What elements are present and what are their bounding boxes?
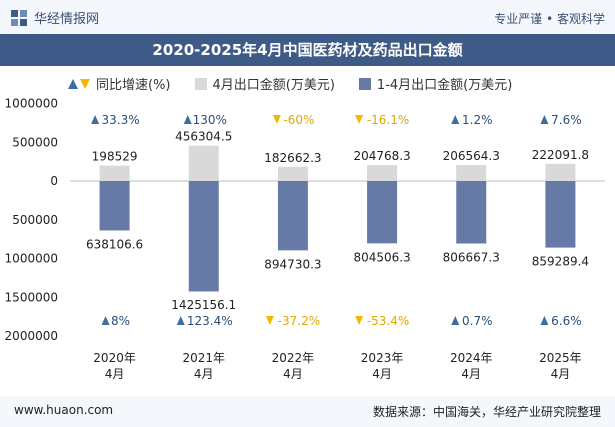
bar-monthly [99,165,130,181]
x-tick-label: 4月 [105,367,125,381]
legend-item-growth: 同比增速(%) [68,74,171,93]
logo-icon [10,9,28,27]
x-tick-label: 2021年 [182,351,225,365]
brand-name: 华经情报网 [34,12,100,27]
footer-source: 数据来源：中国海关，华经产业研究院整理 [372,405,601,419]
tagline: 专业严谨 • 客观科学 [494,12,605,26]
bar-cumulative [456,181,487,244]
growth-label-monthly: 1.2% [462,113,493,127]
y-tick-label: 500000 [12,213,58,227]
arrow-up-icon [91,115,100,124]
value-label-cumulative: 859289.4 [532,255,589,269]
growth-label-cumulative: 0.7% [462,314,493,328]
brand[interactable]: 华经情报网 [10,8,99,27]
arrow-up-icon [451,316,460,325]
legend-label-cumulative: 1-4月出口金额(万美元) [376,78,513,93]
bar-cumulative [188,181,219,292]
legend-swatch-cumulative [358,77,371,90]
x-tick-label: 2023年 [361,351,404,365]
growth-label-cumulative: 123.4% [187,314,233,328]
y-tick-label: 2000000 [5,329,58,343]
x-tick-label: 2022年 [272,351,315,365]
value-label-cumulative: 806667.3 [443,251,500,265]
bar-cumulative [99,181,130,231]
growth-label-monthly: -60% [283,113,314,127]
bar-chart: 1000000 500000 0 500000 1000000 1500000 200000… [5,97,605,381]
arrow-up-icon [451,115,460,124]
value-label-monthly: 206564.3 [443,149,500,163]
arrow-down-icon [355,115,364,124]
value-label-cumulative: 804506.3 [353,250,410,264]
footer: www.huaon.com 数据来源：中国海关，华经产业研究院整理 [0,396,615,427]
x-tick-label: 2025年 [539,351,582,365]
arrow-up-icon [101,316,110,325]
arrow-down-icon [265,316,274,325]
x-tick-label: 4月 [372,367,392,381]
legend-label-growth: 同比增速(%) [96,78,171,93]
growth-label-monthly: -16.1% [367,113,409,127]
legend-swatch-monthly [194,77,207,90]
bar-monthly [367,165,398,181]
y-tick-label: 1000000 [5,252,58,266]
arrow-down-icon [272,115,281,124]
x-tick-label: 4月 [461,367,481,381]
value-label-monthly: 456304.5 [175,130,232,144]
top-bar: 华经情报网 专业严谨 • 客观科学 [0,0,615,34]
legend-item-monthly: 4月出口金额(万美元) [194,74,335,93]
y-tick-label: 500000 [12,135,58,149]
growth-label-cumulative: -37.2% [278,314,320,328]
bar-cumulative [277,181,308,251]
arrow-up-icon [176,316,185,325]
growth-label-cumulative: 6.6% [551,314,582,328]
arrow-up-icon [540,115,549,124]
growth-arrows-icon [68,78,90,89]
y-tick-label: 0 [50,174,58,188]
footer-website[interactable]: www.huaon.com [14,403,114,417]
y-tick-label: 1500000 [5,290,58,304]
bar-monthly [277,166,308,181]
growth-label-monthly: 130% [193,113,227,127]
value-label-cumulative: 638106.6 [86,237,143,251]
value-label-monthly: 222091.8 [532,148,589,162]
legend-item-cumulative: 1-4月出口金额(万美元) [358,74,513,93]
x-tick-label: 4月 [551,367,571,381]
value-label-monthly: 198529 [92,150,138,164]
bar-monthly [188,145,219,181]
chart-legend: 同比增速(%) 4月出口金额(万美元) 1-4月出口金额(万美元) [68,74,536,93]
x-tick-label: 4月 [283,367,303,381]
x-tick-label: 2020年 [93,351,136,365]
x-tick-label: 4月 [194,367,214,381]
y-tick-label: 1000000 [5,97,58,111]
bar-cumulative [545,181,576,248]
arrow-up-icon [540,316,549,325]
bar-monthly [456,164,487,181]
arrow-up-icon [183,115,192,124]
growth-label-monthly: 7.6% [551,113,582,127]
value-label-cumulative: 894730.3 [264,257,321,271]
value-label-monthly: 204768.3 [353,149,410,163]
growth-label-monthly: 33.3% [102,113,140,127]
growth-label-cumulative: -53.4% [367,314,409,328]
value-label-monthly: 182662.3 [264,151,321,165]
value-label-cumulative: 1425156.1 [171,298,236,312]
x-tick-label: 2024年 [450,351,493,365]
chart-title: 2020-2025年4月中国医药材及药品出口金额 [152,41,463,59]
title-bar: 2020-2025年4月中国医药材及药品出口金额 [0,34,615,66]
bar-cumulative [367,181,398,244]
growth-label-cumulative: 8% [111,314,130,328]
arrow-down-icon [355,316,364,325]
bar-monthly [545,163,576,181]
legend-label-monthly: 4月出口金额(万美元) [212,78,335,93]
